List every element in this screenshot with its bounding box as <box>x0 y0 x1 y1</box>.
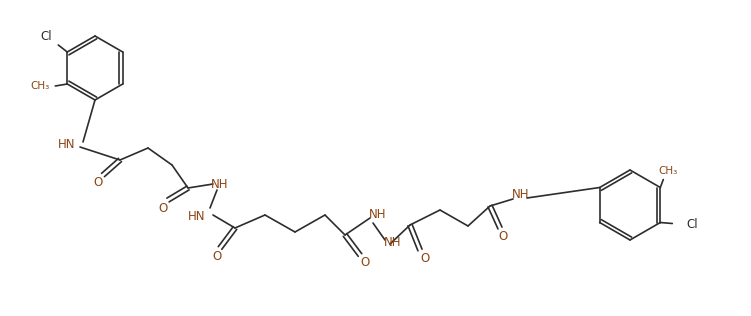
Text: Cl: Cl <box>41 31 52 44</box>
Text: Cl: Cl <box>686 218 698 231</box>
Text: O: O <box>499 229 508 242</box>
Text: O: O <box>213 250 222 263</box>
Text: O: O <box>421 252 430 264</box>
Text: NH: NH <box>512 189 529 202</box>
Text: CH₃: CH₃ <box>31 81 50 91</box>
Text: HN: HN <box>58 138 75 151</box>
Text: NH: NH <box>211 179 229 191</box>
Text: CH₃: CH₃ <box>659 166 678 175</box>
Text: O: O <box>93 177 103 190</box>
Text: HN: HN <box>188 210 205 222</box>
Text: NH: NH <box>385 236 402 250</box>
Text: NH: NH <box>369 209 387 222</box>
Text: O: O <box>360 257 369 270</box>
Text: O: O <box>158 202 167 215</box>
